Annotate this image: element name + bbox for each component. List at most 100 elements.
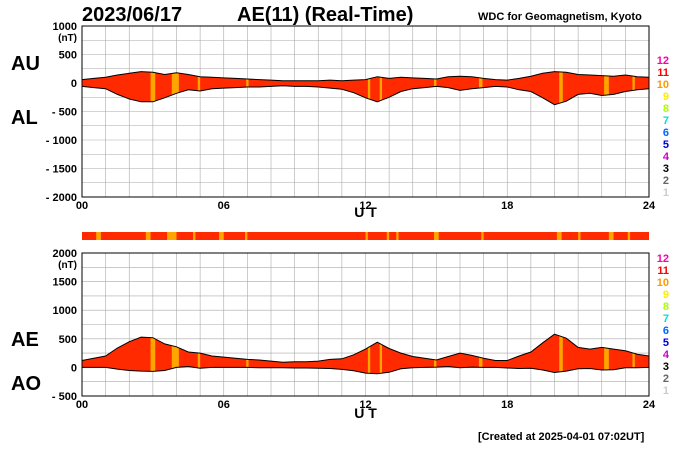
x-tick-label: 24: [643, 399, 656, 411]
highlight-band: [632, 71, 635, 105]
legend-level-5: 5: [663, 337, 669, 349]
legend-level-4: 4: [663, 349, 670, 361]
index-label-ao: AO: [11, 373, 41, 395]
x-tick-label: 18: [501, 399, 513, 411]
legend-level-12: 12: [657, 253, 669, 265]
plot-frame: [81, 252, 650, 397]
legend-level-5: 5: [663, 139, 669, 151]
legend-level-1: 1: [663, 187, 669, 199]
status-bar-band: [396, 232, 399, 240]
highlight-band: [559, 334, 563, 374]
legend-level-4: 4: [663, 151, 670, 163]
status-bar-band: [167, 232, 177, 240]
x-tick-label: 06: [218, 200, 230, 212]
chart-panel-2: 2000 1500 1000 500 0 - 500 (nT) 00 06 12 18 24 U T AE…: [11, 248, 656, 421]
legend-level-8: 8: [663, 103, 669, 115]
y-tick-label: - 500: [52, 107, 77, 119]
legend-level-3: 3: [663, 361, 669, 373]
y-tick-label: 1000: [53, 305, 77, 317]
index-label-al: AL: [11, 107, 38, 129]
status-bar-band: [556, 232, 562, 240]
legend-level-3: 3: [663, 163, 669, 175]
x-tick-label: 18: [501, 200, 513, 212]
y-tick-label: 500: [59, 50, 77, 62]
legend-level-10: 10: [657, 79, 669, 91]
index-label-au: AU: [11, 53, 40, 75]
series-band-ae-ao: [82, 334, 649, 374]
legend-level-8: 8: [663, 301, 669, 313]
highlight-band: [379, 334, 383, 374]
highlight-band: [632, 334, 635, 374]
y-tick-label: 2000: [53, 248, 77, 260]
y-tick-label: 500: [59, 334, 77, 346]
created-timestamp: [Created at 2025-04-01 07:02UT]: [478, 431, 645, 443]
station-status-bar: [82, 232, 649, 240]
series-line-al: [81, 85, 650, 106]
x-tick-label: 06: [218, 399, 230, 411]
status-bar-band: [219, 232, 224, 240]
series-line-au: [81, 71, 650, 82]
highlight-band: [197, 71, 201, 105]
status-bar-band: [365, 232, 368, 240]
legend-level-1: 1: [663, 385, 669, 397]
y-tick-label: - 500: [52, 391, 77, 403]
y-tick-label: 1000: [53, 21, 77, 33]
legend-level-11: 11: [657, 265, 669, 277]
highlight-band: [171, 71, 179, 105]
highlight-band: [150, 334, 156, 374]
y-unit-label: (nT): [58, 33, 77, 44]
legend-level-2: 2: [663, 373, 669, 385]
highlight-band: [379, 71, 383, 105]
y-tick-label: - 1500: [46, 164, 77, 176]
plot-date: 2023/06/17: [82, 4, 183, 26]
x-axis-label: U T: [354, 204, 377, 220]
y-tick-label: 0: [71, 362, 77, 374]
legend-level-6: 6: [663, 325, 669, 337]
highlight-band: [604, 334, 609, 374]
status-bar-band: [386, 232, 390, 240]
legend-level-2: 2: [663, 175, 669, 187]
highlight-band: [559, 71, 563, 105]
legend-level-9: 9: [663, 91, 669, 103]
series-line-ae: [81, 333, 650, 363]
y-tick-label: - 2000: [46, 192, 77, 204]
legend-level-12: 12: [657, 55, 669, 67]
status-bar-band: [96, 232, 101, 240]
legend-level-7: 7: [663, 115, 669, 127]
status-bar-band: [578, 232, 581, 240]
status-bar-band: [145, 232, 151, 240]
legend-level-7: 7: [663, 313, 669, 325]
y-tick-label: 1500: [53, 277, 77, 289]
x-tick-label: 00: [76, 200, 88, 212]
y-tick-label: - 1000: [46, 135, 77, 147]
x-tick-label: 24: [643, 200, 656, 212]
status-bar-band: [193, 232, 196, 240]
index-label-ae: AE: [11, 329, 39, 351]
highlight-band: [367, 334, 371, 374]
data-source: WDC for Geomagnetism, Kyoto: [478, 11, 642, 23]
status-bar-band: [608, 232, 614, 240]
x-tick-label: 12: [359, 399, 371, 411]
status-bar-band: [245, 232, 248, 240]
x-tick-label: 00: [76, 399, 88, 411]
status-bar-band: [481, 232, 484, 240]
grid-lines: [82, 26, 649, 197]
y-tick-label: 0: [71, 78, 77, 90]
status-bar-band: [627, 232, 631, 240]
legend-level-6: 6: [663, 127, 669, 139]
chart-panel-1: 1000 500 0 - 500 - 1000 - 1500 - 2000 (nT) 00 06 1…: [11, 21, 656, 220]
legend-level-9: 9: [663, 289, 669, 301]
highlight-band: [604, 71, 609, 105]
highlight-band: [367, 71, 371, 105]
legend-level-11: 11: [657, 67, 669, 79]
y-unit-label: (nT): [58, 260, 77, 271]
grid-lines: [82, 253, 649, 396]
series-line-ao: [82, 365, 650, 375]
highlight-band: [171, 334, 179, 374]
series-band-au-al: [82, 71, 649, 105]
status-bar-band: [434, 232, 439, 240]
highlight-band: [197, 334, 201, 374]
